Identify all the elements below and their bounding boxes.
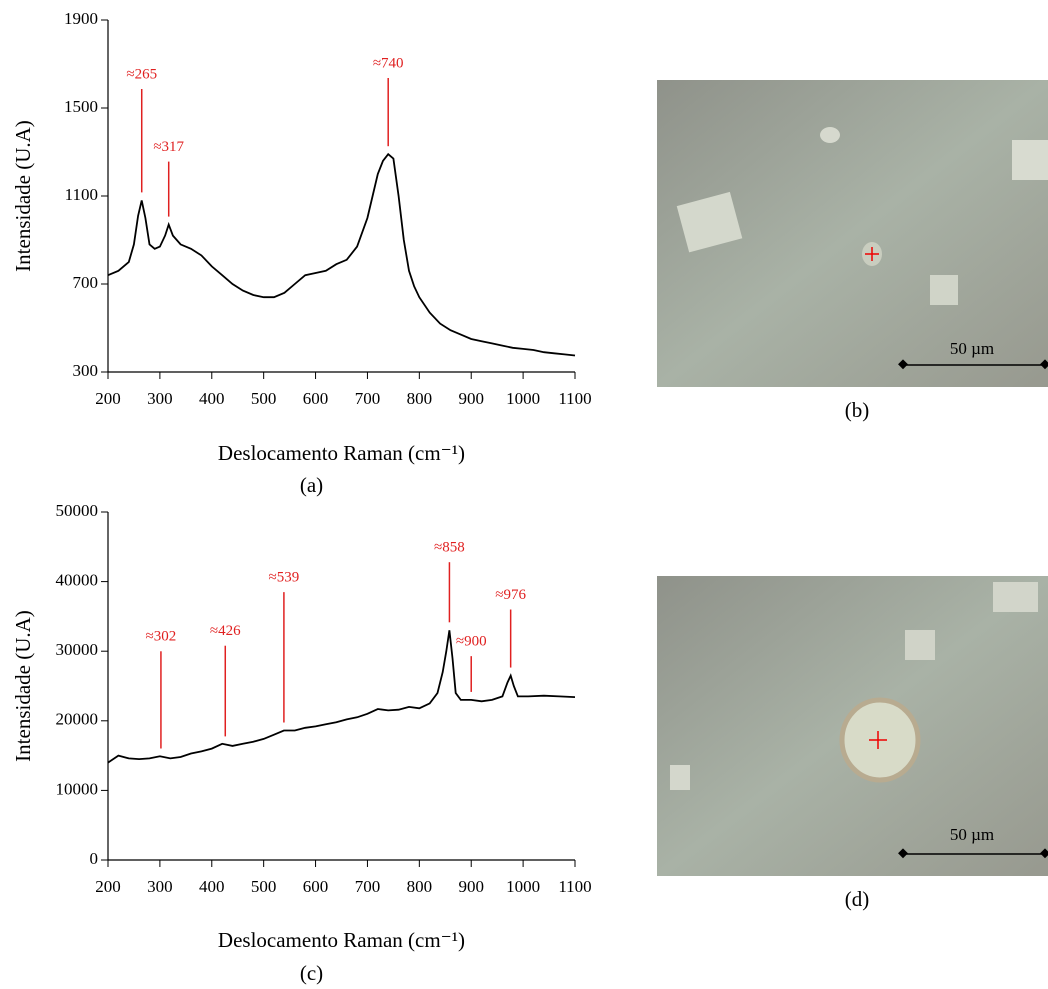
panel-label: (b) — [845, 398, 870, 422]
y-tick-label: 50000 — [56, 501, 99, 520]
y-tick-label: 20000 — [56, 710, 99, 729]
y-tick-label: 1900 — [64, 9, 98, 28]
peak-annotation: ≈265 — [126, 66, 157, 82]
micrograph-b — [657, 80, 1048, 387]
x-tick-label: 800 — [407, 877, 433, 896]
panel-label: (d) — [845, 887, 870, 911]
peak-annotation: ≈539 — [269, 570, 300, 586]
spectrum-line — [107, 630, 576, 764]
y-axis-label: Intensidade (U.A) — [11, 610, 35, 762]
x-tick-label: 400 — [199, 389, 225, 408]
x-tick-label: 1100 — [558, 389, 591, 408]
peak-annotation: ≈317 — [153, 139, 184, 155]
x-tick-label: 700 — [355, 877, 381, 896]
peak-annotation: ≈302 — [146, 629, 177, 645]
y-tick-label: 30000 — [56, 640, 99, 659]
y-tick-label: 1500 — [64, 97, 98, 116]
x-tick-label: 1000 — [506, 877, 540, 896]
x-tick-label: 1100 — [558, 877, 591, 896]
x-tick-label: 200 — [95, 389, 121, 408]
x-axis-label: Deslocamento Raman (cm⁻¹) — [218, 441, 465, 465]
y-tick-label: 40000 — [56, 571, 99, 590]
y-tick-label: 10000 — [56, 779, 99, 798]
axes-frame — [107, 20, 575, 373]
y-tick-label: 0 — [90, 849, 99, 868]
panel-label: (c) — [300, 961, 323, 985]
x-tick-label: 600 — [303, 877, 329, 896]
micrograph-d — [657, 576, 1048, 876]
peak-annotation: ≈900 — [456, 634, 487, 650]
x-tick-label: 1000 — [506, 389, 540, 408]
x-tick-label: 600 — [303, 389, 329, 408]
peak-annotation: ≈976 — [495, 587, 526, 603]
spectrum-line — [107, 152, 576, 357]
x-tick-label: 200 — [95, 877, 121, 896]
x-tick-label: 500 — [251, 389, 277, 408]
axes-frame — [107, 512, 575, 861]
peak-annotation: ≈426 — [210, 623, 241, 639]
y-tick-label: 300 — [73, 361, 99, 380]
x-tick-label: 300 — [147, 877, 173, 896]
x-tick-label: 900 — [458, 389, 484, 408]
x-tick-label: 900 — [458, 877, 484, 896]
x-tick-label: 500 — [251, 877, 277, 896]
y-tick-label: 1100 — [65, 185, 98, 204]
x-tick-label: 700 — [355, 389, 381, 408]
panel-label: (a) — [300, 473, 323, 497]
peak-annotation: ≈740 — [373, 55, 404, 71]
y-axis-label: Intensidade (U.A) — [11, 120, 35, 272]
scale-bar-label: 50 µm — [950, 339, 994, 358]
x-axis-label: Deslocamento Raman (cm⁻¹) — [218, 928, 465, 952]
y-tick-label: 700 — [73, 273, 99, 292]
x-tick-label: 300 — [147, 389, 173, 408]
x-tick-label: 800 — [407, 389, 433, 408]
peak-annotation: ≈858 — [434, 540, 465, 556]
scale-bar-label: 50 µm — [950, 825, 994, 844]
x-tick-label: 400 — [199, 877, 225, 896]
